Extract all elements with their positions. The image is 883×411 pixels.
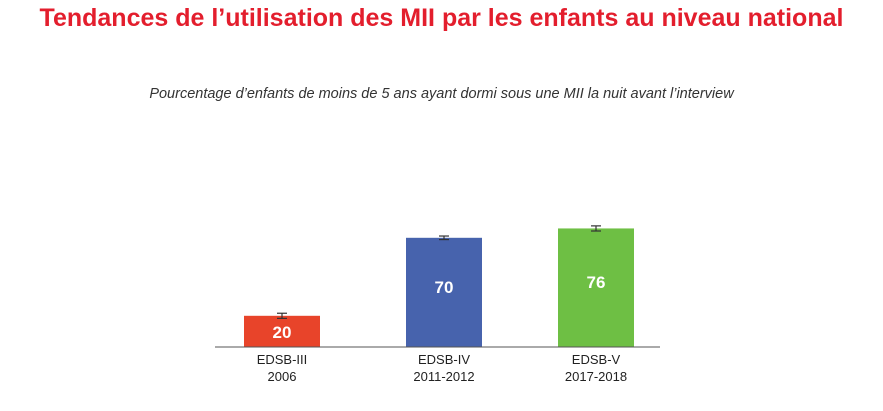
error-bar-edsb-iii [277,312,287,319]
category-label-edsb-iv: EDSB-IV [418,352,470,367]
category-period-edsb-v: 2017-2018 [565,369,627,384]
data-label-edsb-iii: 20 [273,323,292,342]
chart-subtitle: Pourcentage d’enfants de moins de 5 ans … [149,86,734,102]
category-label-edsb-iii: EDSB-III [257,352,308,367]
bar-edsb-v [558,228,634,347]
category-period-edsb-iii: 2006 [268,369,297,384]
data-label-edsb-iv: 70 [435,278,454,297]
bar-edsb-iv [406,237,482,347]
error-bar-edsb-v [591,225,601,232]
data-label-edsb-v: 76 [587,273,606,292]
chart-title: Tendances de l’utilisation des MII par l… [39,4,844,32]
bar-edsb-iii [244,315,320,347]
category-period-edsb-iv: 2011-2012 [413,369,474,384]
error-bar-edsb-iv [439,235,449,241]
category-label-edsb-v: EDSB-V [572,352,621,367]
